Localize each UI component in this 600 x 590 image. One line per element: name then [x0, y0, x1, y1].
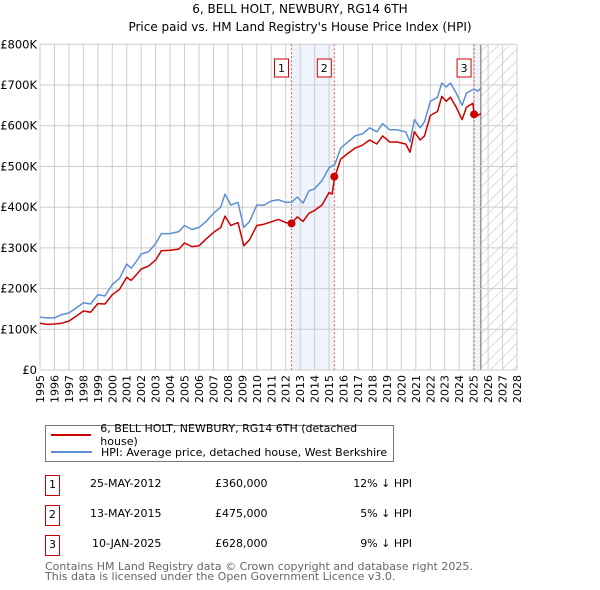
x-tick-label: 2028 — [511, 375, 524, 403]
x-tick-label: 2009 — [236, 375, 249, 403]
sale-hpi-diff: 9% ↓ HPI — [360, 537, 412, 550]
sale-price: £475,000 — [215, 507, 268, 520]
y-tick-label: £100K — [0, 322, 37, 336]
hpi-line — [39, 82, 482, 319]
x-tick-label: 2019 — [381, 375, 394, 403]
sale-label-box — [274, 58, 290, 78]
sale-date: 10-JAN-2025 — [92, 537, 162, 550]
y-tick-label: £400K — [0, 200, 37, 214]
legend-label-hpi: HPI: Average price, detached house, West… — [101, 445, 388, 459]
legend-item-hpi: HPI: Average price, detached house, West… — [46, 444, 387, 460]
x-tick-label: 2001 — [121, 375, 134, 403]
sale-marker-label: 2 — [45, 505, 60, 526]
x-tick-label: 2002 — [135, 375, 148, 403]
x-tick-label: 1999 — [92, 375, 105, 403]
sale-date: 13-MAY-2015 — [90, 507, 162, 520]
sale-label: 3 — [461, 62, 468, 75]
sale-hpi-diff: 5% ↓ HPI — [360, 507, 412, 520]
y-tick-label: £800K — [0, 37, 37, 51]
x-tick-label: 2027 — [497, 375, 510, 403]
sale-point — [287, 219, 296, 228]
price-chart: 1995 1996 1997 1998 1999 2000 2001 2002 2003 2004… — [0, 37, 524, 403]
footer-licence: This data is licensed under the Open Gov… — [45, 570, 396, 583]
sale-label-box — [316, 58, 332, 78]
x-tick-label: 2012 — [280, 375, 293, 403]
sale-price: £628,000 — [215, 537, 268, 550]
sale-label-box — [456, 58, 472, 78]
x-tick-label: 2000 — [106, 375, 119, 403]
chart-subtitle: Price paid vs. HM Land Registry's House … — [128, 20, 472, 34]
sale-marker-label: 1 — [45, 475, 60, 496]
x-tick-label: 2015 — [323, 375, 336, 403]
x-tick-label: 2010 — [251, 375, 264, 403]
chart-title: 6, BELL HOLT, NEWBURY, RG14 6TH — [192, 2, 408, 16]
x-tick-label: 2017 — [352, 375, 365, 403]
x-tick-label: 2013 — [294, 375, 307, 403]
x-tick-label: 2007 — [207, 375, 220, 403]
x-tick-label: 2003 — [150, 375, 163, 403]
x-tick-label: 1998 — [77, 375, 90, 403]
legend-swatch-hpi — [51, 451, 92, 453]
sale-point — [470, 110, 479, 119]
x-tick-label: 2020 — [395, 375, 408, 403]
x-tick-label: 2005 — [179, 375, 192, 403]
x-tick-label: 2022 — [424, 375, 437, 403]
legend-swatch-property — [51, 434, 92, 436]
sale-label: 2 — [321, 62, 328, 75]
x-tick-label: 2006 — [193, 375, 206, 403]
x-tick-label: 2016 — [338, 375, 351, 403]
x-tick-label: 1995 — [34, 375, 47, 403]
x-tick-label: 2026 — [482, 375, 495, 403]
y-tick-label: £600K — [0, 119, 37, 133]
y-tick-label: £700K — [0, 78, 37, 92]
x-tick-label: 2023 — [439, 375, 452, 403]
x-tick-label: 2025 — [468, 375, 481, 403]
sale-label: 1 — [278, 62, 285, 75]
sale-hpi-diff: 12% ↓ HPI — [353, 477, 412, 490]
sale-price: £360,000 — [215, 477, 268, 490]
x-tick-label: 2021 — [410, 375, 423, 403]
property-price-line — [39, 95, 482, 326]
x-tick-label: 2008 — [222, 375, 235, 403]
x-tick-label: 2018 — [366, 375, 379, 403]
sale-date: 25-MAY-2012 — [90, 477, 162, 490]
x-tick-label: 1996 — [48, 375, 61, 403]
y-tick-label: £500K — [0, 159, 37, 173]
legend-label-property: 6, BELL HOLT, NEWBURY, RG14 6TH (detache… — [100, 422, 358, 448]
sale-marker-label: 3 — [45, 535, 60, 556]
x-tick-label: 2004 — [164, 375, 177, 403]
legend: 6, BELL HOLT, NEWBURY, RG14 6TH (detache… — [45, 422, 394, 462]
y-tick-label: £0 — [22, 363, 37, 377]
y-tick-label: £300K — [0, 241, 37, 255]
sale-point — [330, 172, 339, 181]
x-tick-label: 2011 — [265, 375, 278, 403]
legend-item-property: 6, BELL HOLT, NEWBURY, RG14 6TH (detache… — [46, 422, 393, 448]
x-tick-label: 2024 — [453, 375, 466, 403]
x-tick-label: 1997 — [63, 375, 76, 403]
footer-copyright: Contains HM Land Registry data © Crown c… — [45, 560, 473, 573]
x-tick-label: 2014 — [309, 375, 322, 403]
y-tick-label: £200K — [0, 282, 37, 296]
